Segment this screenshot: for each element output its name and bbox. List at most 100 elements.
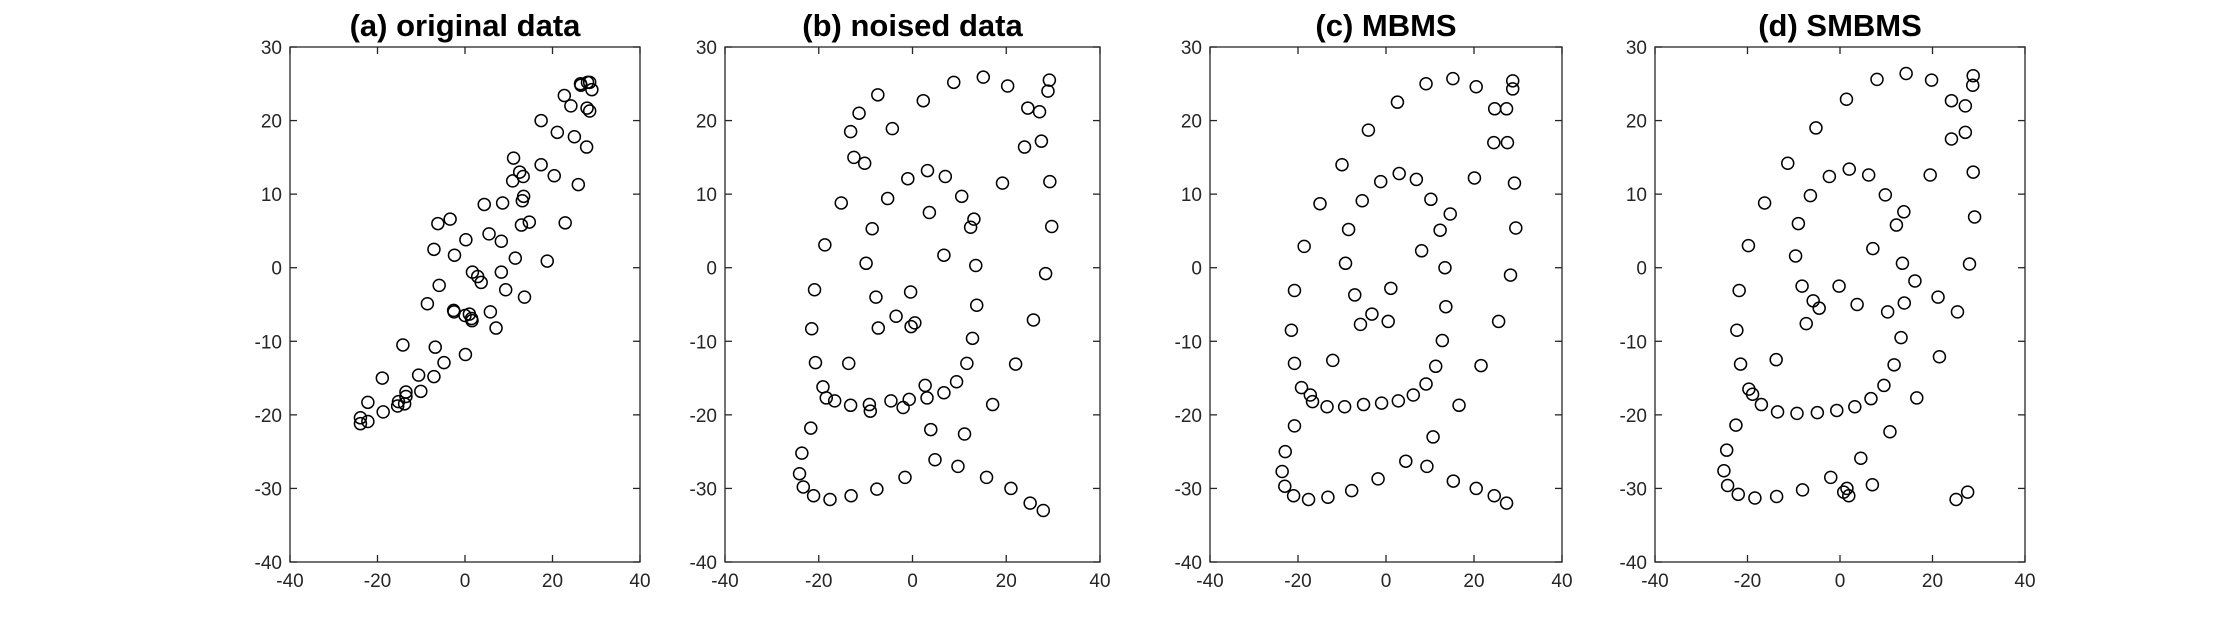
data-point [411, 368, 426, 382]
data-point [1877, 378, 1891, 393]
data-point [1008, 357, 1023, 371]
data-point [1406, 388, 1421, 402]
x-tick-label: -40 [711, 571, 738, 592]
data-point [1391, 394, 1406, 408]
data-point [477, 197, 491, 212]
data-point [517, 290, 532, 304]
data-point [1864, 391, 1878, 406]
data-point [574, 78, 588, 93]
data-point [1500, 135, 1515, 150]
data-point [1469, 79, 1483, 94]
data-point [1908, 274, 1922, 288]
data-point [550, 125, 565, 140]
data-point [1880, 305, 1895, 319]
y-tick-label: 10 [696, 185, 717, 206]
data-point [965, 331, 980, 346]
data-point [1507, 176, 1522, 190]
data-point [1899, 66, 1913, 81]
data-point [995, 176, 1010, 190]
panel-1: (a) original data -40 -20 0 20 40 -40 -30 -20 -10… [255, 8, 651, 592]
y-tick-label: -40 [1620, 553, 1647, 574]
data-point [1965, 78, 1980, 93]
data-point [1741, 238, 1756, 253]
data-point [458, 347, 473, 362]
data-point [495, 196, 510, 210]
data-point [489, 321, 503, 335]
data-point [564, 99, 578, 113]
data-point [432, 278, 446, 293]
data-point [903, 285, 918, 299]
data-point [1799, 316, 1813, 331]
data-point [1958, 99, 1973, 113]
data-point [1044, 219, 1059, 234]
data-point [804, 421, 818, 435]
data-point [1499, 496, 1514, 510]
x-tick-label: -20 [1734, 571, 1761, 592]
y-tick-label: -10 [1175, 332, 1202, 353]
data-point [967, 212, 981, 226]
data-point [396, 338, 410, 352]
data-point [1809, 121, 1823, 135]
data-point [1895, 256, 1910, 271]
data-point [1944, 132, 1959, 146]
data-point [465, 265, 480, 279]
data-point [1950, 305, 1965, 319]
data-point [1286, 489, 1301, 503]
data-point [579, 140, 594, 154]
y-tick-label: -40 [1175, 553, 1202, 574]
data-point [427, 369, 441, 384]
data-point [1505, 82, 1520, 96]
data-point [1384, 281, 1398, 296]
panel-4: (d) SMBMS -40 -20 0 20 40 -40 -30 -20 -10 0 10 20 30 [1620, 8, 2036, 592]
data-point [1487, 489, 1501, 503]
data-point [1810, 405, 1825, 420]
data-point [819, 391, 833, 405]
data-point [922, 205, 937, 220]
y-tick-label: 0 [1191, 259, 1202, 280]
data-point [1023, 496, 1037, 510]
data-point [1897, 296, 1912, 310]
data-point [871, 88, 885, 102]
data-points [1275, 71, 1523, 510]
y-tick-label: -20 [1620, 406, 1647, 427]
x-tick-label: 20 [1463, 571, 1484, 592]
data-point [1503, 268, 1518, 282]
data-point [1038, 266, 1053, 281]
data-point [960, 356, 974, 371]
data-point [869, 290, 883, 304]
data-point [580, 75, 595, 90]
data-point [494, 234, 509, 248]
data-point [852, 106, 866, 120]
panel-title: (b) noised data [802, 8, 1023, 43]
data-point [1509, 221, 1523, 235]
data-point [1717, 464, 1731, 478]
data-point [901, 171, 915, 186]
data-point [557, 88, 572, 103]
y-tick-label: -20 [1175, 406, 1202, 427]
data-point [885, 121, 900, 136]
data-point [963, 220, 978, 234]
data-point [1960, 485, 1975, 499]
data-point [969, 258, 983, 273]
data-point [567, 130, 582, 144]
data-point [1335, 157, 1349, 172]
data-point [399, 389, 413, 404]
data-point [1910, 391, 1924, 405]
data-point [1036, 503, 1051, 518]
data-point [1791, 216, 1806, 231]
data-point [1795, 279, 1809, 293]
y-tick-label: 20 [261, 112, 282, 133]
data-point [1348, 288, 1362, 302]
data-point [1769, 489, 1784, 504]
data-point [1850, 297, 1864, 312]
data-point [1017, 140, 1032, 154]
data-point [427, 242, 441, 257]
y-tick-label: 0 [1636, 259, 1647, 280]
x-tick-label: -40 [1641, 571, 1668, 592]
data-point [862, 397, 877, 412]
data-point [1832, 279, 1846, 293]
x-tick-label: 40 [2014, 571, 2035, 592]
data-point [807, 283, 822, 297]
panel-title: (c) MBMS [1315, 8, 1456, 43]
data-point [937, 248, 951, 262]
